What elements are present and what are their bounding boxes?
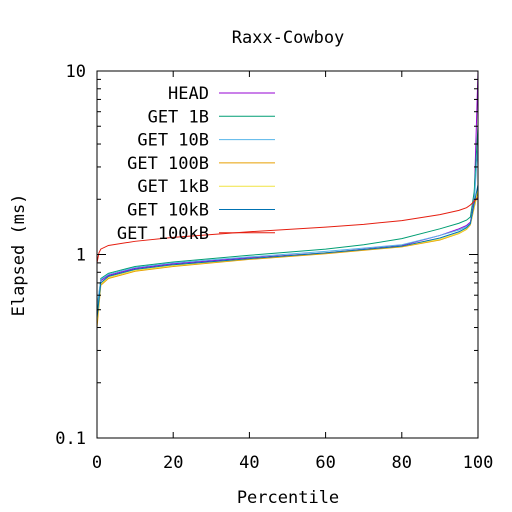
axes: 0 20 40 60 80 100 0.1 1 10 [55,62,493,473]
series-line-5 [96,184,479,319]
x-tick-label: 80 [392,453,412,473]
plot-area [96,70,479,328]
legend-label: GET 100kB [117,224,209,244]
y-tick-label: 10 [66,62,86,82]
x-axis-label: Percentile [237,488,339,508]
y-tick-label: 1 [76,246,86,266]
legend-label: GET 10B [137,131,209,151]
x-tick-label: 20 [163,453,183,473]
x-tick-label: 40 [239,453,259,473]
legend-label: HEAD [168,84,209,104]
legend-label: GET 10kB [127,201,209,221]
legend: HEAD GET 1B GET 10B GET 100B GET 1kB GET 10kB… [117,84,275,244]
series-line-6 [96,196,479,263]
chart-title: Raxx-Cowboy [232,28,345,48]
y-axis-label: Elapsed (ms) [9,194,29,317]
x-tick-label: 0 [92,453,102,473]
series-line-1 [96,126,479,314]
x-tick-label: 60 [315,453,335,473]
x-tick-label: 100 [463,453,494,473]
y-tick-label: 0.1 [55,429,86,449]
legend-label: GET 1kB [137,177,209,197]
legend-label: GET 100B [127,154,209,174]
legend-label: GET 1B [148,107,209,127]
